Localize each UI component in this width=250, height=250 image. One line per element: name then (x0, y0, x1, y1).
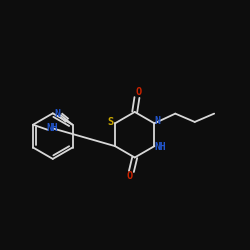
Text: O: O (135, 88, 141, 98)
Text: S: S (108, 117, 114, 127)
Text: NH: NH (46, 123, 58, 133)
Text: NH: NH (155, 142, 166, 152)
Text: O: O (127, 172, 133, 181)
Text: N: N (154, 116, 160, 126)
Text: N: N (55, 109, 61, 119)
